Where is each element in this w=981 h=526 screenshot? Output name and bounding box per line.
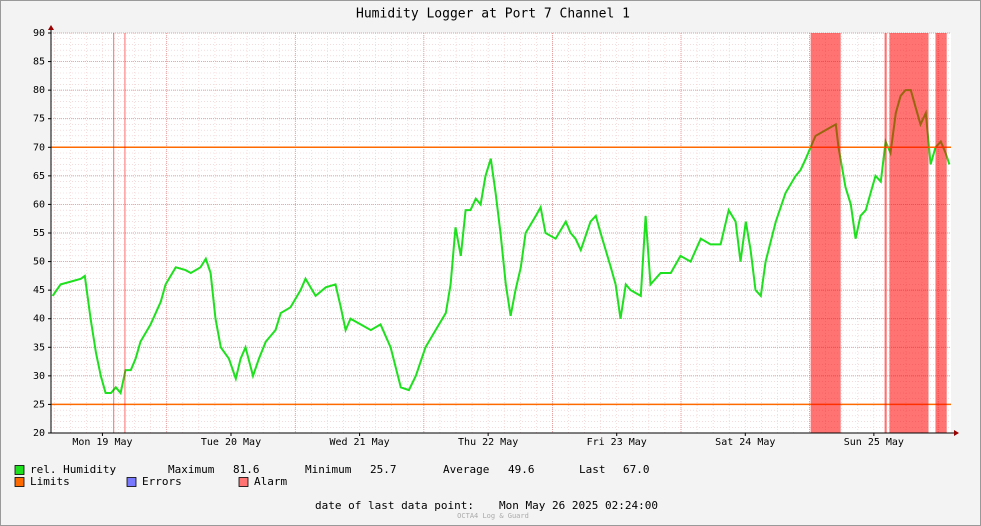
x-tick-label: Wed 21 May bbox=[329, 437, 389, 448]
chart-title: Humidity Logger at Port 7 Channel 1 bbox=[356, 7, 630, 22]
y-tick-label: 35 bbox=[33, 342, 45, 353]
alarm-band bbox=[124, 33, 126, 433]
legend-label: rel. Humidity bbox=[30, 463, 116, 476]
y-tick-label: 90 bbox=[33, 28, 45, 39]
y-tick-label: 20 bbox=[33, 428, 45, 439]
stat-value: 81.6 bbox=[233, 463, 260, 476]
alarm-band bbox=[810, 33, 841, 433]
x-tick-label: Sun 25 May bbox=[844, 437, 904, 448]
y-tick-label: 30 bbox=[33, 371, 45, 382]
y-tick-label: 25 bbox=[33, 399, 45, 410]
stat-value: 25.7 bbox=[370, 463, 397, 476]
legend-label: Errors bbox=[142, 475, 182, 488]
stat-label: Average bbox=[443, 463, 489, 476]
stat-label: Last bbox=[579, 463, 606, 476]
y-tick-label: 70 bbox=[33, 142, 45, 153]
x-tick-label: Fri 23 May bbox=[587, 437, 647, 448]
legend-label: Alarm bbox=[254, 475, 287, 488]
y-tick-label: 75 bbox=[33, 114, 45, 125]
alarm-band bbox=[113, 33, 115, 433]
x-tick-label: Sat 24 May bbox=[715, 437, 775, 448]
watermark: OCTA4 Log & Guard bbox=[457, 512, 529, 520]
y-axis-arrow bbox=[48, 25, 54, 30]
x-tick-label: Thu 22 May bbox=[458, 437, 518, 448]
alarm-band bbox=[884, 33, 887, 433]
y-tick-label: 60 bbox=[33, 199, 45, 210]
legend-swatch bbox=[14, 477, 25, 487]
y-tick-label: 55 bbox=[33, 228, 45, 239]
legend-swatch bbox=[14, 465, 25, 475]
footer-value: Mon May 26 2025 02:24:00 bbox=[499, 499, 658, 512]
legend-swatch bbox=[238, 477, 249, 487]
x-tick-label: Tue 20 May bbox=[201, 437, 261, 448]
legend-label: Limits bbox=[30, 475, 70, 488]
stat-value: 67.0 bbox=[623, 463, 650, 476]
stat-label: Maximum bbox=[168, 463, 215, 476]
y-tick-label: 65 bbox=[33, 171, 45, 182]
legend-swatch bbox=[126, 477, 137, 487]
alarm-band bbox=[889, 33, 929, 433]
stat-label: Minimum bbox=[305, 463, 352, 476]
stat-value: 49.6 bbox=[508, 463, 535, 476]
y-tick-label: 50 bbox=[33, 257, 45, 268]
x-tick-label: Mon 19 May bbox=[72, 437, 132, 448]
y-tick-label: 45 bbox=[33, 285, 45, 296]
y-tick-label: 80 bbox=[33, 85, 45, 96]
footer-label: date of last data point: bbox=[315, 499, 474, 512]
y-tick-label: 40 bbox=[33, 314, 45, 325]
alarm-band bbox=[935, 33, 947, 433]
x-axis-arrow bbox=[954, 430, 959, 436]
y-tick-label: 85 bbox=[33, 57, 45, 68]
